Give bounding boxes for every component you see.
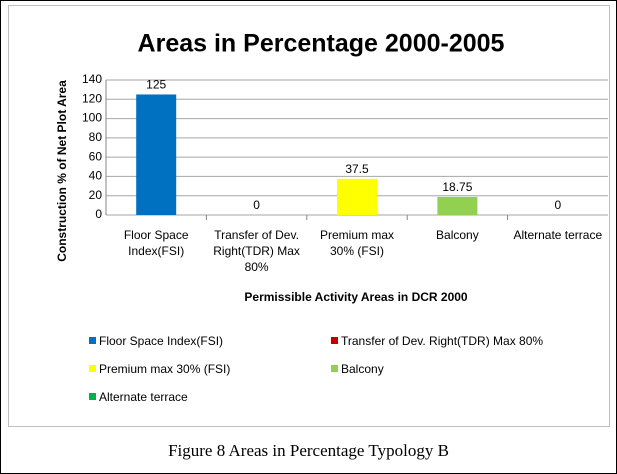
legend-entry: Alternate terrace: [89, 390, 188, 404]
x-tick-label: Alternate terrace: [513, 228, 603, 242]
legend-swatch: [89, 337, 96, 344]
legend-label: Premium max 30% (FSI): [99, 362, 231, 376]
x-tick-label: Floor Space Index(FSI): [123, 228, 189, 258]
legend-entry: Transfer of Dev. Right(TDR) Max 80%: [331, 334, 543, 348]
data-label: 0: [554, 198, 561, 212]
x-axis-label: Permissible Activity Areas in DCR 2000: [244, 290, 468, 304]
bar: [136, 94, 177, 215]
legend-label: Transfer of Dev. Right(TDR) Max 80%: [341, 334, 544, 348]
y-tick-label: 120: [82, 91, 102, 105]
y-tick-label: 80: [89, 130, 103, 144]
data-label: 0: [253, 198, 260, 212]
y-tick-label: 60: [89, 149, 103, 163]
bar: [437, 196, 478, 215]
bar: [337, 178, 377, 215]
chart-title: Areas in Percentage 2000-2005: [138, 30, 505, 58]
y-tick-label: 140: [82, 72, 102, 86]
y-axis-label: Construction % of Net Plot Area: [55, 80, 69, 262]
data-label: 125: [146, 78, 166, 92]
x-tick-label: Premium max 30% (FSI): [319, 228, 394, 258]
chart-frame: [8, 5, 610, 427]
legend-swatch: [89, 393, 96, 400]
legend-entry: Premium max 30% (FSI): [89, 362, 230, 376]
y-tick-label: 20: [89, 188, 103, 202]
legend-entry: Balcony: [331, 362, 384, 376]
legend-swatch: [331, 365, 338, 372]
legend-label: Floor Space Index(FSI): [99, 334, 224, 348]
legend-swatch: [331, 337, 338, 344]
y-tick-label: 0: [95, 207, 102, 221]
legend-entry: Floor Space Index(FSI): [89, 334, 223, 348]
y-tick-label: 40: [89, 169, 103, 183]
legend-label: Balcony: [341, 362, 384, 376]
data-label: 18.75: [442, 180, 472, 194]
caption: Figure 8 Areas in Percentage Typology B: [168, 441, 449, 460]
y-tick-label: 100: [82, 111, 102, 125]
data-label: 37.5: [345, 162, 369, 176]
x-tick-label: Balcony: [436, 228, 479, 242]
legend-label: Alternate terrace: [99, 390, 188, 404]
legend-swatch: [89, 365, 96, 372]
x-tick-label: Transfer of Dev. Right(TDR) Max 80%: [213, 228, 300, 274]
